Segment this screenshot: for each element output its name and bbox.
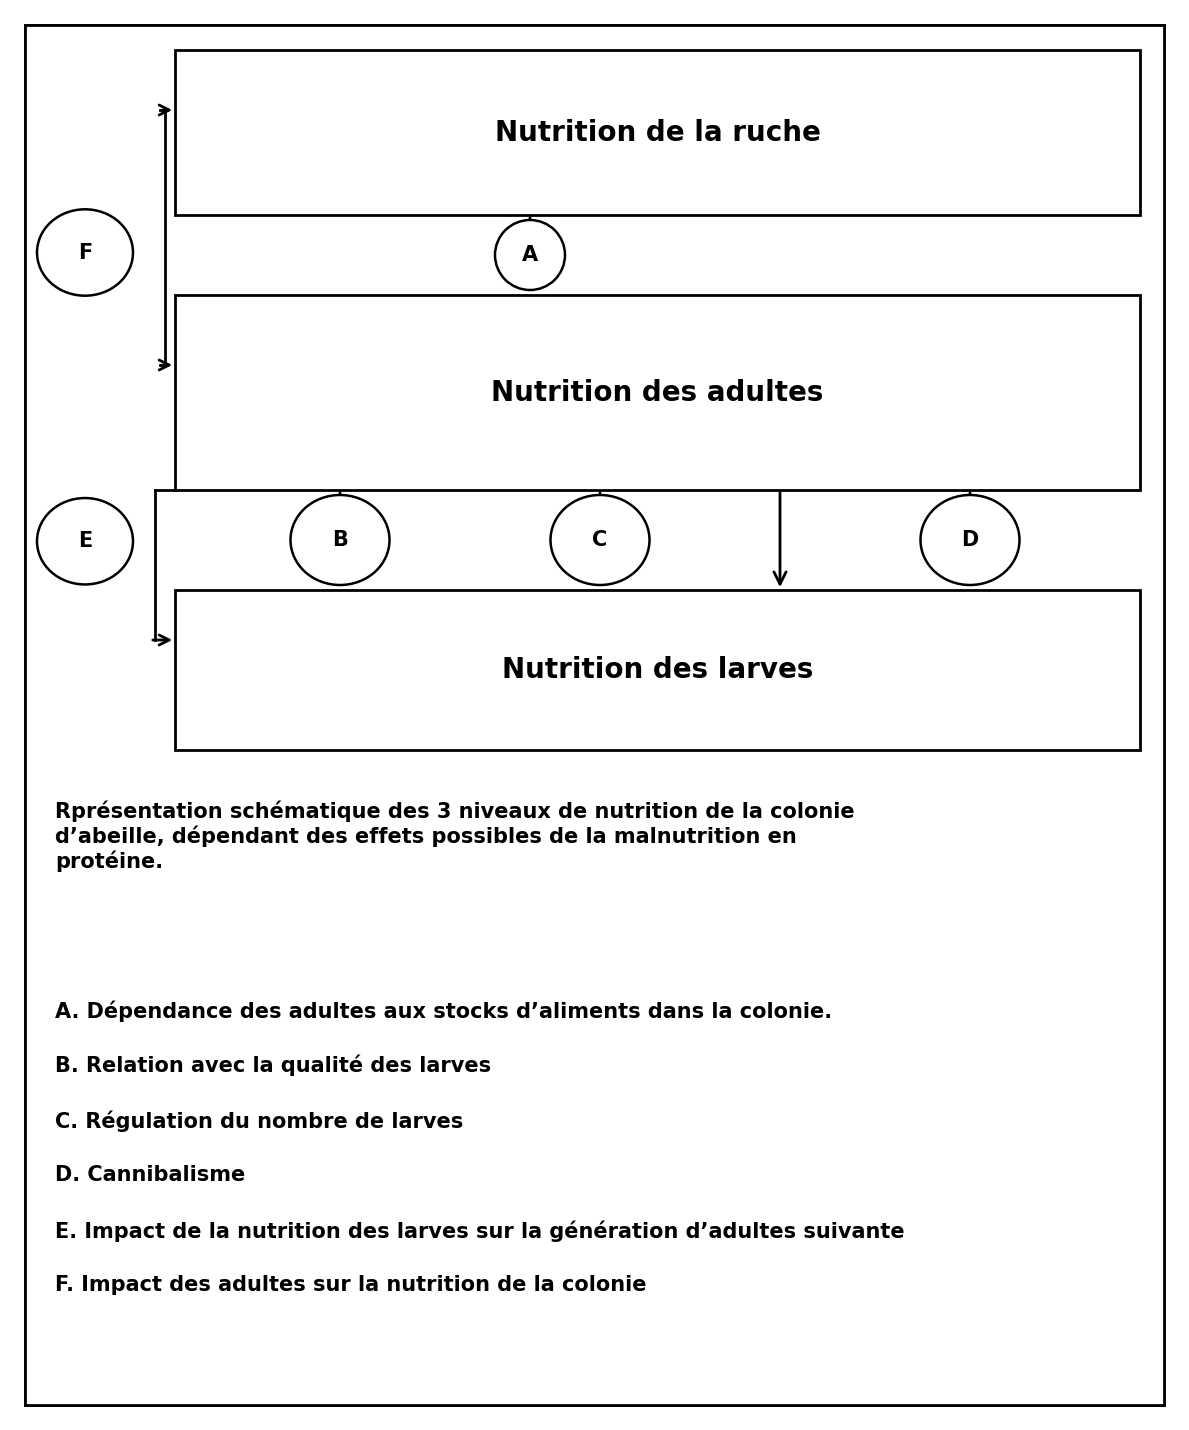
Text: B. Relation avec la qualité des larves: B. Relation avec la qualité des larves <box>55 1055 491 1077</box>
Text: C: C <box>592 531 608 551</box>
Text: Rprésentation schématique des 3 niveaux de nutrition de la colonie
d’abeille, dé: Rprésentation schématique des 3 niveaux … <box>55 799 855 871</box>
Text: D: D <box>962 531 979 551</box>
Ellipse shape <box>920 495 1019 585</box>
Ellipse shape <box>290 495 390 585</box>
Bar <box>175 50 1140 214</box>
Ellipse shape <box>551 495 649 585</box>
Text: B: B <box>332 531 348 551</box>
Text: E. Impact de la nutrition des larves sur la génération d’adultes suivante: E. Impact de la nutrition des larves sur… <box>55 1220 905 1241</box>
Text: A: A <box>522 245 539 265</box>
Ellipse shape <box>37 498 133 585</box>
Text: Nutrition des adultes: Nutrition des adultes <box>491 379 824 406</box>
Circle shape <box>495 220 565 290</box>
Text: C. Régulation du nombre de larves: C. Régulation du nombre de larves <box>55 1110 464 1131</box>
Text: A. Dépendance des adultes aux stocks d’aliments dans la colonie.: A. Dépendance des adultes aux stocks d’a… <box>55 1000 832 1021</box>
Text: F. Impact des adultes sur la nutrition de la colonie: F. Impact des adultes sur la nutrition d… <box>55 1276 647 1296</box>
Text: E: E <box>77 532 92 551</box>
Text: Nutrition des larves: Nutrition des larves <box>502 656 813 684</box>
Text: Nutrition de la ruche: Nutrition de la ruche <box>495 119 820 146</box>
Ellipse shape <box>37 209 133 296</box>
Text: F: F <box>77 243 92 263</box>
Bar <box>175 591 1140 749</box>
Text: D. Cannibalisme: D. Cannibalisme <box>55 1165 245 1185</box>
Bar <box>175 295 1140 490</box>
